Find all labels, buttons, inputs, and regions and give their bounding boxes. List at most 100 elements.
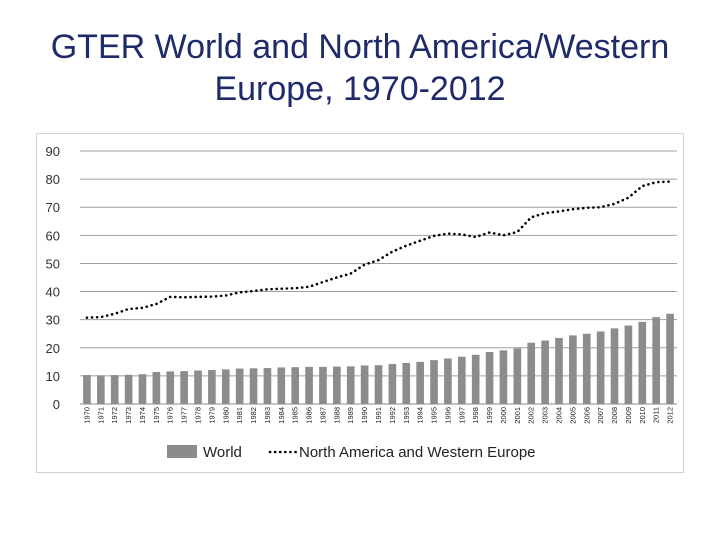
bar-world-2010 [638, 321, 647, 404]
x-tick-label: 1972 [110, 407, 119, 424]
bar-world-1977 [180, 371, 188, 404]
bar-world-1978 [194, 370, 202, 404]
x-tick-label: 1979 [207, 407, 216, 424]
y-tick-label: 0 [53, 397, 60, 412]
bar-world-1994 [416, 361, 424, 404]
x-tick-label: 2006 [582, 407, 591, 424]
y-tick-label: 90 [46, 144, 60, 159]
x-tick-label: 2001 [513, 407, 522, 424]
x-tick-label: 1985 [291, 407, 300, 424]
y-tick-label: 50 [46, 256, 60, 271]
bar-world-2006 [582, 333, 591, 404]
bar-world-2002 [527, 342, 536, 404]
bar-world-1991 [374, 365, 383, 404]
x-tick-label: 1997 [457, 407, 466, 424]
x-tick-label: 1983 [263, 407, 272, 424]
y-tick-label: 80 [46, 172, 60, 187]
bar-world-1975 [152, 371, 161, 404]
bar-world-1981 [235, 368, 244, 404]
bar-world-2012 [666, 313, 674, 404]
bar-world-1989 [346, 366, 355, 404]
x-tick-label: 2002 [527, 407, 536, 424]
x-tick-label: 1987 [318, 407, 327, 424]
x-tick-label: 1970 [82, 407, 91, 424]
x-tick-label: 2004 [554, 407, 563, 424]
bar-world-1999 [485, 351, 494, 404]
bar-world-1971 [97, 375, 105, 404]
legend-label-world: World [203, 444, 242, 461]
bar-world-1980 [221, 369, 230, 404]
bar-world-1979 [208, 369, 216, 404]
x-tick-label: 1975 [152, 407, 161, 424]
y-tick-label: 40 [46, 285, 60, 300]
bar-world-1974 [138, 374, 147, 404]
bar-world-1988 [333, 366, 341, 404]
x-tick-label: 1998 [471, 407, 480, 424]
y-tick-label: 10 [46, 369, 60, 384]
bar-world-1982 [249, 368, 258, 404]
bar-world-1983 [263, 368, 272, 404]
bar-world-2005 [569, 335, 577, 404]
x-tick-label: 1996 [443, 407, 452, 424]
x-tick-label: 1991 [374, 407, 383, 424]
x-tick-label: 2003 [541, 407, 550, 424]
x-tick-label: 1992 [388, 407, 397, 424]
bar-world-1992 [388, 364, 397, 404]
x-tick-label: 1990 [360, 407, 369, 424]
x-tick-label: 1976 [166, 407, 175, 424]
x-tick-label: 1999 [485, 407, 494, 424]
bar-world-1998 [471, 354, 480, 404]
x-tick-label: 2007 [596, 407, 605, 424]
bar-world-2011 [652, 317, 660, 404]
slide-title: GTER World and North America/Western Eur… [20, 26, 700, 110]
x-tick-label: 1989 [346, 407, 355, 424]
x-tick-label: 1995 [430, 407, 439, 424]
x-tick-label: 2005 [568, 407, 577, 424]
bar-world-1986 [305, 366, 313, 404]
title-line-1: GTER World and North America/Western [50, 28, 670, 66]
x-tick-label: 1984 [277, 407, 286, 424]
x-tick-label: 1994 [416, 407, 425, 424]
bar-world-1970 [83, 375, 91, 404]
bar-world-2000 [499, 350, 508, 404]
bar-world-1996 [444, 358, 452, 404]
bar-world-1972 [110, 375, 119, 404]
x-tick-label: 1980 [221, 407, 230, 424]
x-tick-label: 2009 [624, 407, 633, 424]
title-line-2: Europe, 1970-2012 [214, 70, 506, 108]
legend-label-nawe: North America and Western Europe [299, 444, 536, 461]
x-tick-label: 1986 [305, 407, 314, 424]
chart-frame: 0 10 20 30 40 50 60 70 80 90 1970 1971 1972 1973 1974 1… [36, 133, 684, 473]
bar-world-2004 [555, 337, 563, 404]
x-tick-label: 1974 [138, 407, 147, 424]
x-tick-label: 1988 [332, 407, 341, 424]
x-tick-label: 1993 [402, 407, 411, 424]
y-tick-label: 30 [46, 313, 60, 328]
x-tick-label: 1971 [96, 407, 105, 424]
legend-swatch-world [167, 445, 197, 458]
bar-world-2007 [596, 331, 605, 404]
bar-world-2003 [541, 340, 549, 404]
x-tick-label: 2000 [499, 407, 508, 424]
line-north-america-western-europe [85, 180, 672, 319]
gter-chart: 0 10 20 30 40 50 60 70 80 90 1970 1971 1972 1973 1974 1… [46, 144, 677, 461]
y-tick-label: 70 [46, 200, 60, 215]
bar-world-1976 [166, 371, 175, 404]
bar-world-1997 [457, 356, 466, 404]
x-tick-label: 1978 [194, 407, 203, 424]
x-tick-label: 1981 [235, 407, 244, 424]
x-tick-label: 2010 [638, 407, 647, 424]
bar-world-1973 [124, 374, 133, 404]
bar-world-1990 [360, 365, 369, 404]
x-tick-label: 2008 [610, 407, 619, 424]
bar-world-2009 [624, 325, 633, 404]
bar-world-1985 [291, 367, 300, 404]
x-tick-label: 2012 [666, 407, 675, 424]
bar-world-1984 [277, 367, 286, 404]
x-tick-label: 1977 [180, 407, 189, 424]
bar-world-1995 [430, 360, 438, 404]
bar-world-2008 [610, 328, 619, 404]
bar-world-1987 [319, 366, 327, 404]
y-tick-label: 60 [46, 228, 60, 243]
x-tick-label: 2011 [652, 407, 661, 423]
